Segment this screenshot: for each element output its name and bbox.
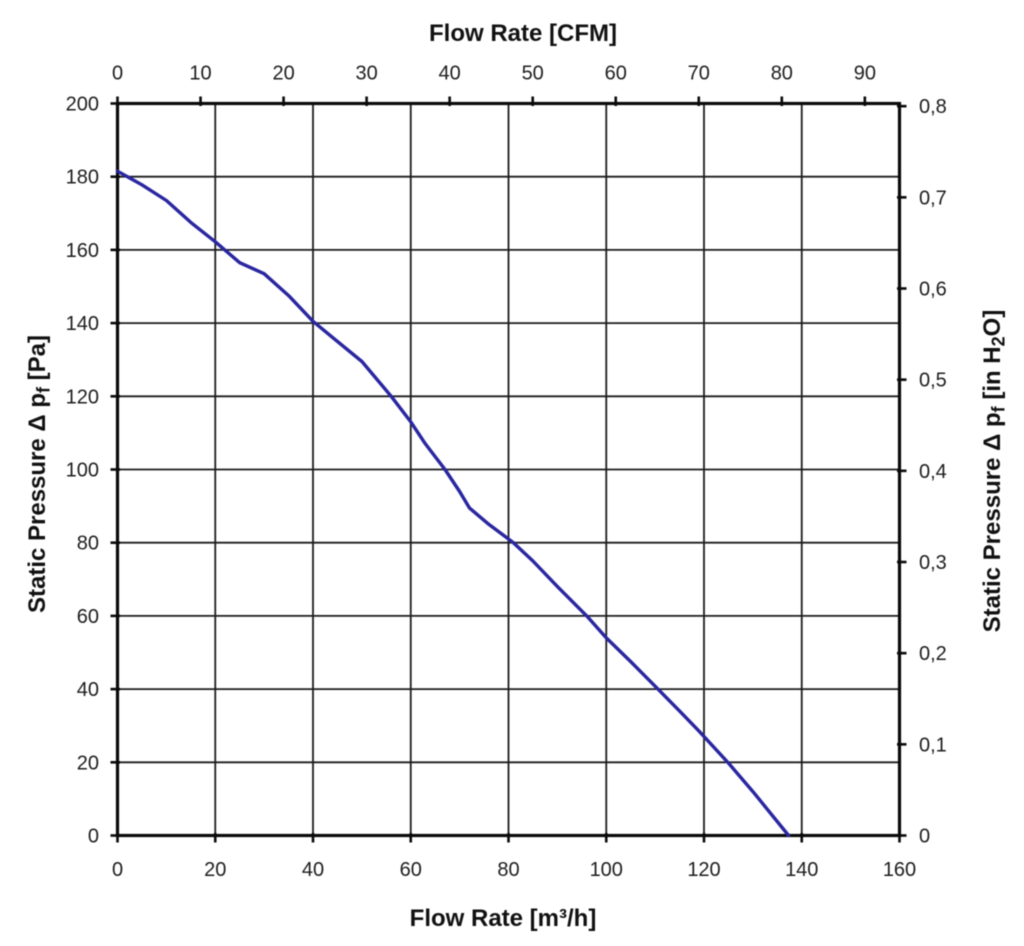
left-tick-label: 20: [77, 752, 99, 774]
right-tick-label: 0,3: [919, 552, 947, 574]
left-tick-label: 60: [77, 606, 99, 628]
bottom-tick-label: 0: [112, 859, 123, 881]
right-tick-label: 0,2: [919, 643, 947, 665]
bottom-tick-label: 20: [204, 859, 226, 881]
left-tick-label: 160: [66, 240, 99, 262]
right-tick-label: 0: [919, 826, 930, 848]
bottom-tick-label: 60: [400, 859, 422, 881]
left-tick-label: 40: [77, 679, 99, 701]
top-tick-label: 90: [854, 63, 876, 85]
left-tick-label: 140: [66, 313, 99, 335]
top-axis-tick-labels: 0 10 20 30 40 50 60 70 80 90: [112, 63, 876, 85]
bottom-tick-label: 140: [785, 859, 818, 881]
left-axis-title: Static Pressure Δ pf [Pa]: [24, 335, 54, 613]
right-tick-label: 0,5: [919, 370, 947, 392]
right-tick-label: 0,8: [919, 96, 947, 118]
gridlines: [117, 103, 900, 836]
top-axis-title: Flow Rate [CFM]: [429, 20, 617, 47]
left-tick-label: 200: [66, 94, 99, 116]
top-tick-label: 20: [272, 63, 294, 85]
top-tick-label: 80: [771, 63, 793, 85]
left-tick-label: 180: [66, 167, 99, 189]
bottom-tick-label: 160: [883, 859, 916, 881]
bottom-tick-label: 120: [687, 859, 720, 881]
top-tick-label: 70: [688, 63, 710, 85]
bottom-axis-title: Flow Rate [m³/h]: [410, 905, 597, 932]
top-tick-label: 30: [355, 63, 377, 85]
right-axis-title: Static Pressure Δ pf [in H2O]: [979, 310, 1009, 633]
bottom-axis-tick-labels: 0 20 40 60 80 100 120 140 160: [112, 859, 916, 881]
left-tick-label: 0: [88, 826, 99, 848]
left-axis-tick-labels: 0 20 40 60 80 100 120 140 160 180 200: [66, 94, 99, 848]
left-tick-label: 100: [66, 460, 99, 482]
bottom-tick-label: 40: [302, 859, 324, 881]
pressure-flow-curve: [115, 169, 791, 838]
top-tick-label: 10: [189, 63, 211, 85]
right-tick-label: 0,4: [919, 461, 947, 483]
top-tick-label: 60: [605, 63, 627, 85]
right-tick-label: 0,7: [919, 187, 947, 209]
right-axis-tick-labels: 0 0,1 0,2 0,3 0,4 0,5 0,6 0,7 0,8: [919, 96, 947, 847]
left-tick-label: 120: [66, 386, 99, 408]
left-tick-label: 80: [77, 533, 99, 555]
axis-tick-marks: [110, 96, 907, 843]
bottom-tick-label: 100: [590, 859, 623, 881]
top-tick-label: 40: [439, 63, 461, 85]
top-tick-label: 50: [522, 63, 544, 85]
right-tick-label: 0,1: [919, 734, 947, 756]
top-tick-label: 0: [112, 63, 123, 85]
right-tick-label: 0,6: [919, 279, 947, 301]
bottom-tick-label: 80: [497, 859, 519, 881]
